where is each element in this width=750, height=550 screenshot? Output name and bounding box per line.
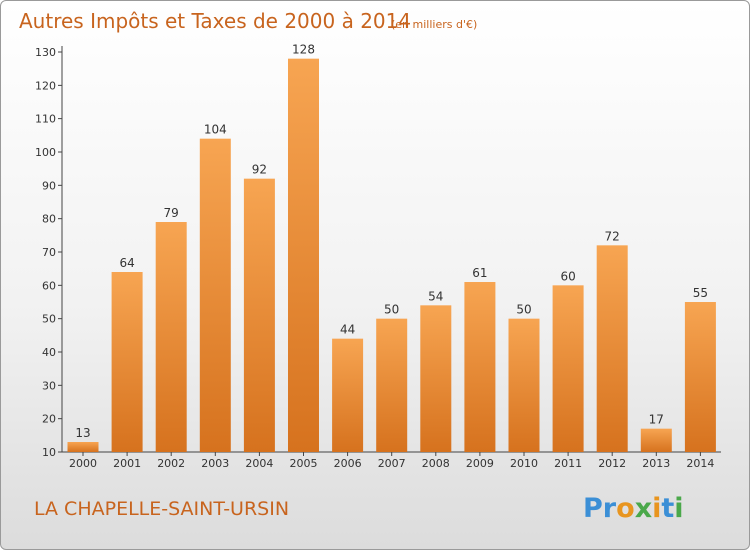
y-tick-label: 40 — [42, 346, 56, 359]
x-tick-label: 2014 — [686, 457, 714, 470]
chart-unit: (en milliers d'€) — [391, 18, 477, 31]
bar — [420, 305, 452, 452]
x-tick-label: 2006 — [334, 457, 362, 470]
logo-letter: P — [583, 493, 603, 524]
x-tick-label: 2000 — [69, 457, 97, 470]
y-tick-label: 80 — [42, 213, 56, 226]
bar-value-label: 61 — [472, 266, 487, 280]
bar-value-label: 17 — [649, 413, 664, 427]
bar — [684, 302, 716, 452]
bar — [199, 138, 231, 452]
logo-letter: i — [674, 493, 683, 524]
y-tick-label: 10 — [42, 446, 56, 459]
axes: 10 20 30 40 50 60 70 80 90 100 110 120 130 2000 2001 20… — [35, 46, 721, 470]
x-tick-label: 2007 — [378, 457, 406, 470]
bar-value-label: 79 — [164, 206, 179, 220]
bar-value-label: 104 — [204, 123, 227, 137]
bar-value-label: 60 — [560, 269, 575, 283]
bar — [508, 318, 540, 452]
y-tick-label: 90 — [42, 179, 56, 192]
location-name: LA CHAPELLE-SAINT-URSIN — [34, 498, 289, 520]
chart-title: Autres Impôts et Taxes de 2000 à 2014 — [19, 9, 411, 33]
bar — [640, 428, 672, 452]
x-tick-label: 2009 — [466, 457, 494, 470]
y-tick-label: 70 — [42, 246, 56, 259]
bar — [111, 272, 143, 452]
bar — [288, 58, 319, 453]
logo-letter: r — [603, 493, 617, 524]
y-tick-label: 130 — [35, 46, 56, 59]
logo-letter: i — [652, 493, 661, 524]
bar — [243, 178, 275, 452]
bar-value-label: 50 — [384, 303, 399, 317]
bar-value-label: 128 — [292, 43, 315, 57]
x-tick-label: 2005 — [290, 457, 318, 470]
y-tick-label: 120 — [35, 79, 56, 92]
bars: 13 64 79 104 92 128 44 50 54 61 50 60 72 17 55 — [67, 43, 716, 453]
bar — [596, 245, 628, 452]
x-tick-label: 2001 — [113, 457, 141, 470]
x-tick-label: 2002 — [157, 457, 185, 470]
x-tick-label: 2003 — [201, 457, 229, 470]
x-tick-label: 2013 — [642, 457, 670, 470]
bar — [552, 285, 584, 452]
x-tick-label: 2010 — [510, 457, 538, 470]
logo-letter: o — [616, 493, 635, 524]
x-tick-label: 2008 — [422, 457, 450, 470]
bar-value-label: 13 — [75, 426, 90, 440]
logo-letter: t — [661, 493, 674, 524]
bar — [67, 442, 99, 452]
bar — [376, 318, 408, 452]
bar-value-label: 72 — [605, 229, 620, 243]
y-tick-label: 110 — [35, 113, 56, 126]
bar-value-label: 55 — [693, 286, 708, 300]
y-tick-label: 30 — [42, 379, 56, 392]
x-tick-label: 2011 — [554, 457, 582, 470]
bar — [332, 338, 364, 452]
bar-value-label: 50 — [516, 303, 531, 317]
bar-value-label: 92 — [252, 163, 267, 177]
y-tick-label: 50 — [42, 313, 56, 326]
x-tick-label: 2012 — [598, 457, 626, 470]
bar-value-label: 44 — [340, 323, 355, 337]
x-tick-label: 2004 — [245, 457, 273, 470]
bar — [464, 282, 496, 452]
y-tick-label: 100 — [35, 146, 56, 159]
bar-value-label: 54 — [428, 289, 443, 303]
y-tick-label: 60 — [42, 279, 56, 292]
y-tick-label: 20 — [42, 413, 56, 426]
proxiti-logo: Proxiti — [583, 493, 684, 524]
bar — [155, 222, 187, 452]
bar-value-label: 64 — [119, 256, 134, 270]
logo-letter: x — [635, 493, 652, 524]
